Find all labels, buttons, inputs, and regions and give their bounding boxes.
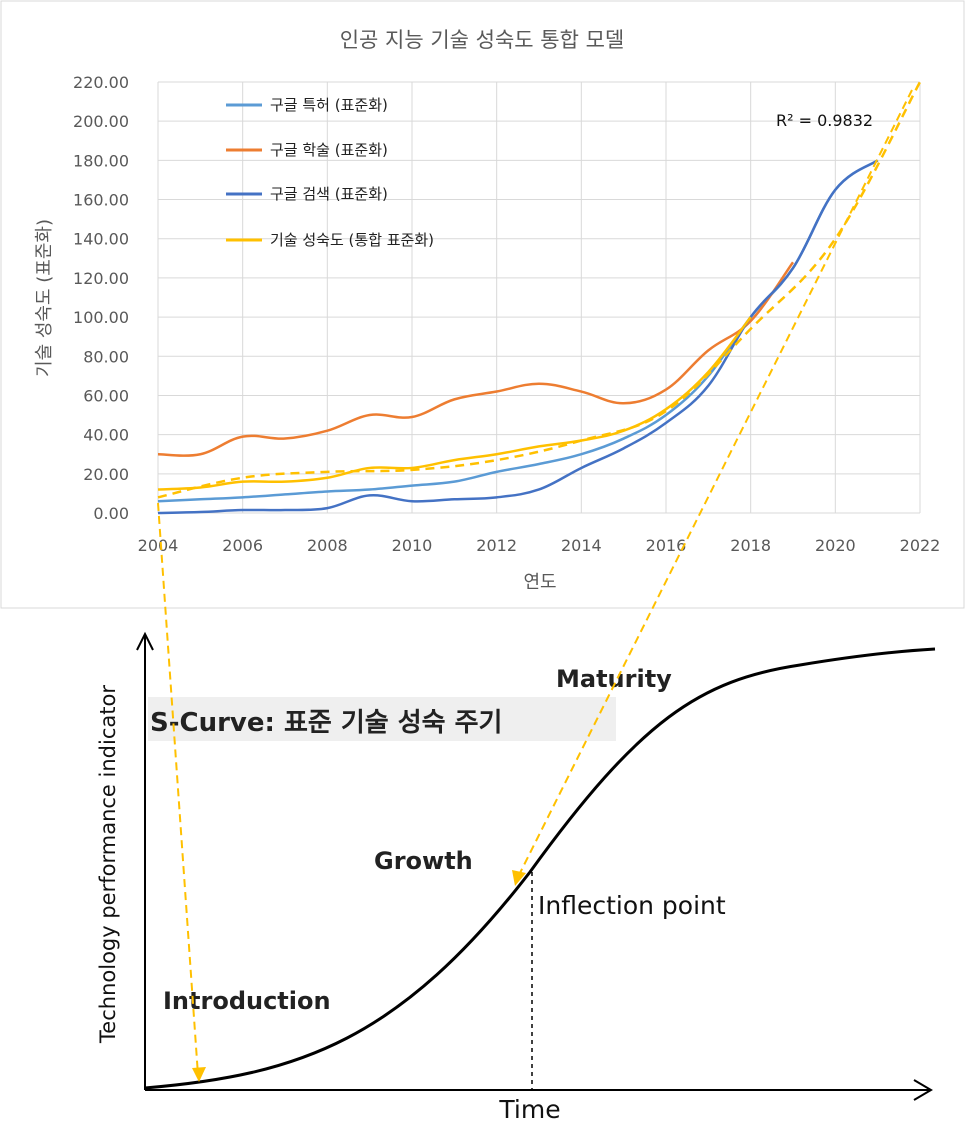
x-tick-label: 2008	[307, 536, 348, 555]
y-tick-label: 200.00	[73, 112, 129, 131]
s-curve-title-background	[148, 697, 616, 741]
y-tick-label: 60.00	[83, 386, 129, 405]
legend-label-scholar: 구글 학술 (표준화)	[270, 141, 388, 159]
s-curve-diagram: S-Curve: 표준 기술 성숙 주기 Maturity Growth Int…	[96, 631, 936, 1124]
s-curve-title: S-Curve: 표준 기술 성숙 주기	[150, 708, 502, 738]
x-tick-label: 2014	[561, 536, 602, 555]
phase-label-growth: Growth	[374, 847, 473, 875]
series-line-google-search	[157, 159, 879, 515]
series-line-maturity	[157, 316, 752, 491]
connector-arrow-growth	[517, 89, 913, 878]
performance-axis-label: Technology performance indicator	[96, 685, 120, 1044]
x-tick-label: 2020	[815, 536, 856, 555]
r-squared-annotation: R² = 0.9832	[776, 111, 873, 130]
x-tick-label: 2022	[900, 536, 941, 555]
y-tick-label: 220.00	[73, 73, 129, 92]
gridlines	[157, 81, 921, 514]
x-tick-label: 2012	[476, 536, 517, 555]
y-tick-label: 20.00	[83, 465, 129, 484]
series-line-google-scholar	[157, 261, 795, 457]
legend: 구글 특허 (표준화) 구글 학술 (표준화) 구글 검색 (표준화) 기술 성…	[226, 96, 434, 249]
x-tick-label: 2018	[730, 536, 771, 555]
y-tick-label: 80.00	[83, 347, 129, 366]
y-tick-label: 100.00	[73, 308, 129, 327]
trendline-layer	[157, 81, 922, 499]
y-tick-label: 40.00	[83, 426, 129, 445]
phase-label-maturity: Maturity	[556, 665, 672, 693]
y-tick-label: 180.00	[73, 151, 129, 170]
x-tick-labels: 2004 2006 2008 2010 2012 2014 2016 2018 2020 2022	[138, 536, 941, 555]
connector-arrowhead-introduction	[192, 1067, 206, 1082]
legend-label-maturity: 기술 성숙도 (통합 표준화)	[270, 231, 434, 249]
series-layer	[157, 159, 879, 515]
inflection-point-label: Inflection point	[538, 891, 726, 920]
y-tick-label: 160.00	[73, 191, 129, 210]
x-tick-label: 2010	[392, 536, 433, 555]
y-tick-label: 0.00	[93, 504, 129, 523]
top-chart-frame	[0, 0, 965, 609]
connector-arrows	[157, 89, 913, 1082]
s-curve-line	[144, 647, 936, 1090]
y-axis-arrowhead	[136, 631, 154, 651]
trendline-dashed	[157, 81, 922, 499]
x-tick-label: 2016	[646, 536, 687, 555]
time-axis-label: Time	[498, 1095, 560, 1124]
x-axis-title: 연도	[523, 572, 556, 593]
connector-arrowhead-growth	[512, 870, 526, 886]
connector-arrow-introduction	[157, 502, 199, 1076]
x-tick-label: 2004	[138, 536, 179, 555]
x-tick-label: 2006	[222, 536, 263, 555]
phase-label-introduction: Introduction	[163, 987, 331, 1015]
legend-label-search: 구글 검색 (표준화)	[270, 185, 388, 203]
legend-label-patent: 구글 특허 (표준화)	[270, 96, 388, 114]
y-tick-label: 140.00	[73, 230, 129, 249]
y-tick-label: 120.00	[73, 269, 129, 288]
y-axis-title: 기술 성숙도 (표준화)	[34, 219, 55, 377]
chart-title: 인공 지능 기술 성숙도 통합 모델	[340, 28, 625, 52]
x-axis-arrowhead	[913, 1079, 933, 1101]
y-tick-labels: 0.00 20.00 40.00 60.00 80.00 100.00 120.00 140.…	[73, 73, 129, 523]
